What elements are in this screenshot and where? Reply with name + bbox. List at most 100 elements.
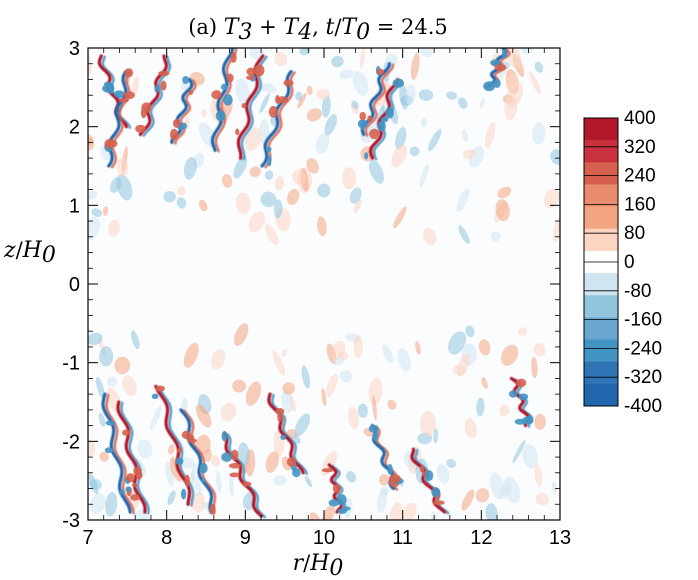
colorbar-band bbox=[584, 140, 618, 163]
vortex-blob bbox=[483, 81, 496, 92]
colorbar-band bbox=[584, 295, 618, 318]
vortex-blob bbox=[155, 385, 166, 392]
vortex-blob bbox=[169, 128, 179, 141]
background-patch bbox=[420, 118, 427, 128]
vortex-blob bbox=[341, 506, 351, 511]
vortex-blob bbox=[125, 486, 132, 493]
background-patch bbox=[500, 344, 519, 366]
background-patch bbox=[248, 211, 266, 233]
vortex-filament bbox=[170, 77, 194, 144]
background-patch bbox=[98, 412, 106, 427]
background-patch bbox=[137, 439, 153, 459]
background-patch bbox=[436, 463, 450, 484]
vortex-blob bbox=[367, 115, 373, 123]
background-patch bbox=[306, 108, 322, 122]
vortex-blob bbox=[392, 78, 405, 88]
background-patch bbox=[352, 71, 369, 96]
vortex-blob bbox=[229, 472, 240, 478]
vortex-blob bbox=[223, 94, 233, 106]
background-patch bbox=[259, 93, 270, 113]
background-patch bbox=[116, 174, 133, 201]
vortex-blob bbox=[121, 429, 131, 436]
colorbar-band bbox=[584, 162, 618, 185]
background-patch bbox=[274, 52, 288, 67]
vortex-filament-pair bbox=[226, 433, 267, 519]
background-patch bbox=[260, 191, 277, 208]
vortex-blob bbox=[102, 84, 113, 93]
y-tick-label: -2 bbox=[62, 431, 80, 453]
background-patch bbox=[504, 95, 518, 121]
background-patch bbox=[89, 493, 106, 514]
background-patch bbox=[211, 455, 221, 467]
background-patch bbox=[456, 188, 470, 213]
background-patch bbox=[534, 464, 543, 487]
background-patch bbox=[322, 504, 336, 520]
colorbar-band bbox=[584, 206, 618, 230]
vortex-blob bbox=[135, 124, 146, 133]
vortex-blob bbox=[377, 120, 386, 132]
background-patch bbox=[478, 339, 491, 356]
vortex-blob bbox=[220, 83, 228, 91]
plot-area bbox=[88, 48, 560, 520]
background-patch bbox=[428, 128, 442, 152]
background-patch bbox=[503, 476, 521, 504]
background-patch bbox=[534, 61, 544, 73]
background-patch bbox=[264, 170, 274, 180]
colorbar-tick-label: -160 bbox=[624, 310, 662, 331]
vortex-blob bbox=[104, 447, 114, 454]
x-tick-label: 9 bbox=[240, 527, 251, 549]
background-patch bbox=[446, 459, 457, 468]
vortex-blob bbox=[241, 103, 247, 109]
background-patch bbox=[292, 169, 307, 185]
background-patch bbox=[102, 206, 109, 216]
vortex-filament-pair bbox=[364, 63, 395, 137]
background-patch bbox=[309, 512, 321, 520]
x-tick-label: 8 bbox=[161, 527, 172, 549]
vortex-blob bbox=[184, 474, 190, 487]
vortex-blob bbox=[267, 155, 272, 167]
background-patch bbox=[180, 457, 195, 469]
background-patch bbox=[293, 434, 301, 444]
vortex-blob bbox=[187, 438, 198, 444]
background-patch bbox=[505, 74, 519, 92]
y-tick-label: 1 bbox=[69, 195, 80, 217]
background-patch bbox=[315, 132, 330, 154]
background-patch bbox=[99, 451, 110, 462]
colorbar-tick-label: -240 bbox=[624, 338, 662, 359]
x-axis-label: r/H0 bbox=[293, 551, 344, 580]
background-patch bbox=[282, 382, 295, 395]
vortex-blob bbox=[158, 70, 170, 77]
vortex-blob bbox=[118, 98, 129, 103]
background-patch bbox=[497, 186, 512, 199]
vortex-blob bbox=[501, 49, 508, 59]
background-patch bbox=[273, 475, 287, 486]
background-patch bbox=[433, 428, 439, 444]
background-patch bbox=[522, 443, 538, 469]
vortex-blob bbox=[518, 393, 529, 401]
vortex-blob bbox=[283, 79, 294, 87]
vortex-blob bbox=[151, 393, 159, 400]
vortex-blob bbox=[265, 146, 272, 152]
vortex-blob bbox=[175, 457, 184, 465]
y-tick-label: 2 bbox=[69, 117, 80, 139]
background-patch bbox=[341, 167, 357, 190]
background-patch bbox=[306, 158, 319, 174]
vortex-blob bbox=[275, 94, 280, 104]
background-patch bbox=[464, 418, 477, 439]
background-patch bbox=[550, 149, 560, 165]
vortex-blob bbox=[516, 378, 527, 388]
x-tick-label: 13 bbox=[549, 527, 571, 549]
background-patch bbox=[232, 379, 247, 393]
vortex-blob bbox=[180, 488, 187, 500]
colorbar-tick-label: 80 bbox=[624, 223, 645, 244]
background-patch bbox=[339, 370, 353, 383]
x-tick-label: 7 bbox=[82, 527, 93, 549]
background-patch bbox=[183, 342, 199, 368]
background-patch bbox=[410, 52, 420, 80]
background-patch bbox=[419, 163, 430, 188]
background-patch bbox=[91, 208, 103, 217]
vortex-blob bbox=[154, 84, 160, 93]
vortex-blob bbox=[132, 482, 138, 488]
background-patch bbox=[458, 225, 470, 244]
background-patch bbox=[458, 97, 468, 109]
